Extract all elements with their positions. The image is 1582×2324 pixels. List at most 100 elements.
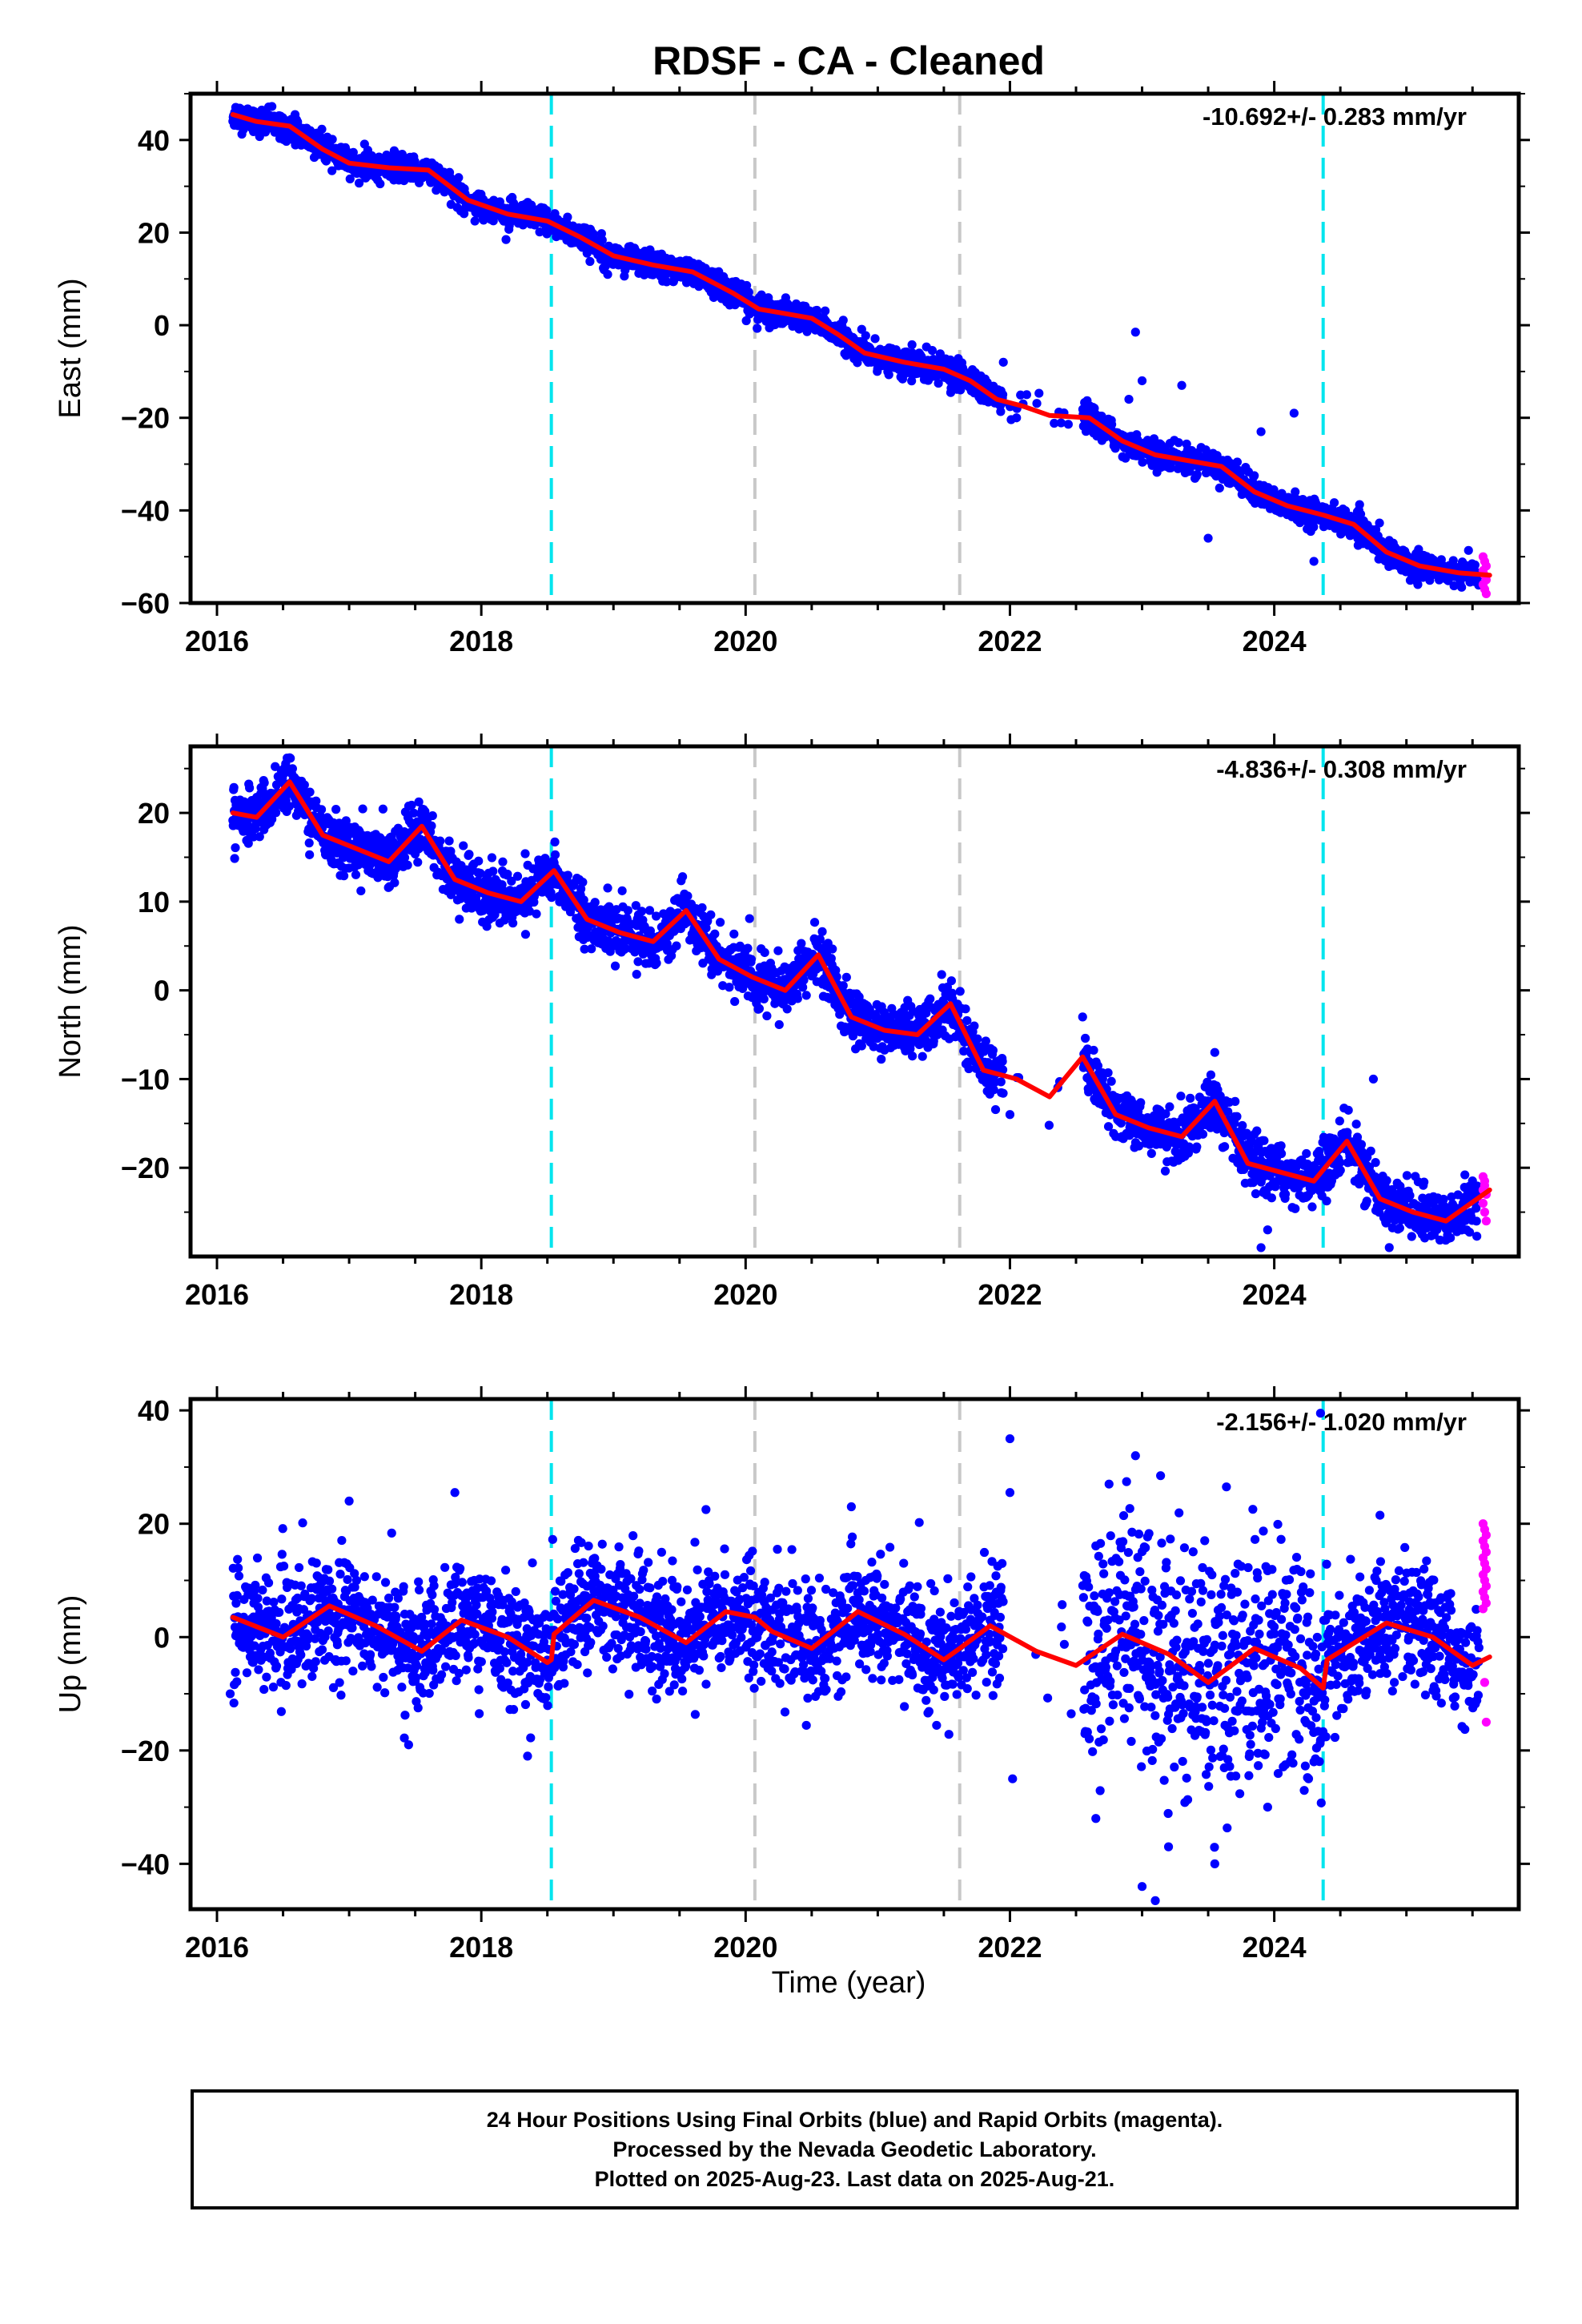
daily-position-point [907,340,917,350]
daily-position-point [1089,1045,1098,1055]
daily-position-point [815,935,825,944]
daily-position-point [738,983,748,993]
daily-position-point [959,1046,969,1056]
daily-position-point [498,857,508,866]
daily-position-point [989,1085,998,1095]
daily-position-point [378,804,387,814]
daily-position-point [327,135,337,144]
y-tick-label: −60 [121,587,170,620]
daily-position-point [390,878,400,887]
daily-position-point [1166,463,1175,472]
daily-position-point [998,1088,1008,1098]
daily-position-point [853,358,862,368]
model-curve [230,112,1492,578]
daily-position-point [927,346,938,356]
daily-position-point [550,837,560,846]
outlier-point [1203,533,1213,543]
daily-position-point [497,880,507,890]
daily-position-point [474,856,484,866]
daily-position-point [1138,457,1147,467]
daily-position-point [579,895,588,905]
daily-position-point [455,915,464,924]
plot-area [228,746,1492,1256]
daily-position-point [436,836,445,846]
daily-position-point [339,871,349,881]
plot-area [228,94,1492,603]
daily-position-point [753,324,762,333]
daily-position-point [1098,1074,1107,1084]
daily-position-point [299,780,309,790]
daily-position-point [623,906,632,915]
daily-position-point [267,814,277,824]
daily-position-point [921,1008,931,1018]
daily-position-point [603,883,612,893]
daily-position-point [877,1055,886,1064]
daily-position-point [547,893,556,903]
daily-position-point [955,987,965,996]
daily-position-point [356,886,366,896]
daily-position-point [937,970,946,979]
outlier-point [1124,395,1134,404]
daily-position-point [444,836,454,846]
daily-position-point [745,914,754,923]
panel-frame [188,91,1521,605]
daily-position-point [644,906,655,915]
y-tick-label: 0 [154,309,170,342]
daily-position-point [652,959,661,968]
daily-position-point [1063,420,1073,429]
daily-position-point [503,869,512,879]
daily-position-point [1470,560,1480,570]
daily-position-point [470,216,480,226]
daily-position-point [672,941,681,951]
daily-position-point [934,378,943,388]
daily-position-point [706,910,716,919]
daily-position-point [358,804,367,814]
daily-position-point [710,929,720,939]
x-tick-label: 2020 [713,625,777,657]
daily-position-point [1329,498,1339,508]
daily-position-point [305,787,315,797]
daily-position-point [410,156,420,167]
daily-position-point [305,850,315,859]
daily-position-point [857,1041,866,1051]
daily-position-point [884,370,893,380]
daily-position-point [590,898,600,907]
daily-position-point [520,849,530,858]
daily-position-point [520,930,531,939]
outlier-point [1177,380,1186,390]
daily-position-point [1309,522,1319,532]
daily-position-point [838,981,848,991]
daily-position-point [1448,556,1458,565]
daily-position-point [610,961,620,971]
y-tick-label: −40 [121,494,170,527]
daily-position-point [762,1011,772,1021]
daily-position-point [861,331,870,340]
daily-position-point [501,235,511,244]
daily-position-point [870,334,880,344]
daily-position-point [580,944,589,954]
daily-position-point [662,939,672,949]
daily-position-point [512,871,523,881]
daily-position-point [743,943,753,953]
daily-position-point [375,179,385,189]
daily-position-point [578,878,588,887]
daily-position-point [832,972,841,982]
daily-position-point [413,858,423,867]
daily-position-point [230,854,239,863]
daily-position-point [746,955,757,964]
daily-position-point [921,1035,930,1045]
rate-label: -10.692+/- 0.283 mm/yr [1203,103,1467,131]
daily-position-point [907,376,917,386]
daily-position-point [476,868,485,879]
daily-position-point [961,1004,970,1014]
outlier-point [1289,408,1299,418]
y-tick-label: 40 [138,124,170,157]
daily-position-point [245,783,255,793]
outlier-point [1130,328,1140,337]
daily-position-point [351,870,361,879]
daily-position-point [636,907,647,916]
outlier-point [1256,427,1266,436]
daily-position-point [284,802,294,811]
daily-position-point [1355,500,1364,509]
